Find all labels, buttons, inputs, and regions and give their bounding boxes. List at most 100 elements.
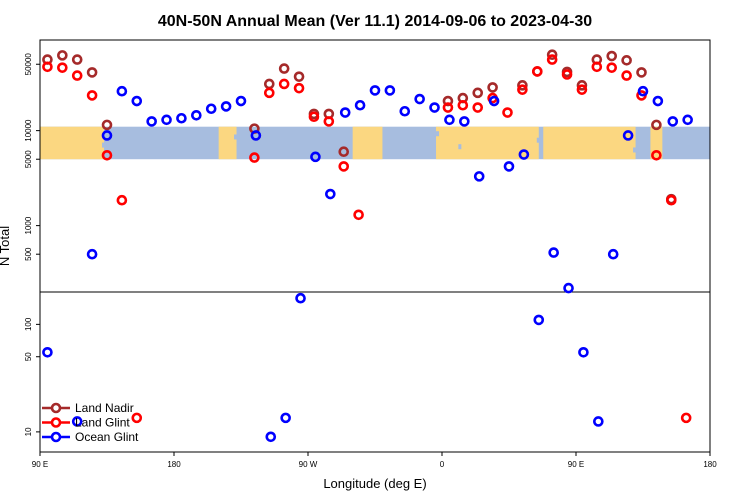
point-ocean-glint-8: [176, 112, 187, 124]
lower-y-tick-label-0: 10: [24, 427, 33, 436]
point-ocean-glint-37: [607, 248, 619, 260]
map-coast-4: [536, 137, 541, 143]
map-coast-5: [633, 147, 639, 153]
point-ocean-glint-28: [473, 171, 485, 182]
point-land-nadir-8: [293, 71, 305, 82]
point-land-glint-27: [621, 70, 632, 81]
point-ocean-glint-33: [548, 247, 559, 258]
point-land-glint-23: [561, 69, 573, 80]
point-ocean-glint-34: [563, 282, 574, 294]
point-land-nadir-2: [71, 54, 83, 65]
map-land-5: [650, 126, 663, 160]
point-ocean-glint-6: [146, 116, 157, 127]
point-land-glint-4: [101, 149, 113, 161]
point-ocean-glint-36: [593, 416, 604, 427]
point-land-glint-22: [546, 54, 558, 65]
point-land-glint-5: [116, 194, 128, 206]
point-ocean-glint-13: [250, 130, 262, 141]
point-ocean-glint-41: [667, 116, 679, 127]
x-axis-label: Longitude (deg E): [323, 476, 426, 491]
point-land-nadir-24: [636, 67, 647, 78]
point-ocean-glint-30: [503, 161, 515, 172]
point-ocean-glint-11: [220, 101, 232, 112]
x-tick-label-5: 180: [703, 460, 717, 469]
point-ocean-glint-21: [369, 85, 381, 96]
point-land-glint-12: [323, 116, 335, 127]
point-land-glint-6: [131, 412, 143, 424]
point-ocean-glint-31: [518, 149, 530, 160]
point-ocean-glint-10: [205, 103, 217, 115]
x-tick-label-3: 0: [440, 460, 445, 469]
point-land-glint-30: [665, 194, 677, 206]
x-tick-label-1: 180: [167, 460, 181, 469]
point-land-nadir-4: [101, 119, 113, 131]
upper-y-tick-label-1: 1000: [24, 216, 33, 234]
x-axis-ticks: 90 E 180 90 W 0 90 E 180: [32, 452, 717, 469]
series-ocean-glint: [42, 85, 693, 443]
data-points: [42, 49, 693, 443]
legend-marker-ocean-glint: [50, 431, 62, 443]
point-ocean-glint-22: [384, 85, 396, 96]
point-ocean-glint-38: [622, 130, 634, 141]
series-land-nadir: [42, 49, 677, 205]
map-coast-3: [458, 144, 462, 150]
point-ocean-glint-29: [488, 95, 500, 107]
legend-label-land-nadir: Land Nadir: [75, 401, 134, 415]
lower-y-tick-label-1: 50: [24, 352, 33, 361]
point-land-glint-3: [86, 90, 98, 101]
x-tick-label-4: 90 E: [568, 460, 584, 469]
world-map-strip: [40, 126, 710, 160]
point-land-glint-26: [606, 62, 618, 73]
point-land-nadir-11: [338, 146, 350, 158]
point-land-nadir-6: [263, 78, 275, 90]
point-ocean-glint-32: [533, 314, 545, 326]
legend-marker-land-glint: [50, 417, 62, 428]
point-land-glint-25: [591, 61, 603, 73]
point-land-glint-7: [249, 152, 260, 163]
point-ocean-glint-19: [339, 107, 351, 118]
point-ocean-glint-27: [459, 116, 470, 127]
x-tick-label-2: 90 W: [299, 460, 318, 469]
map-coast-0: [102, 142, 107, 148]
map-land-2: [352, 126, 383, 160]
point-ocean-glint-14: [265, 431, 277, 443]
legend-marker-land-nadir: [50, 402, 62, 414]
point-ocean-glint-9: [191, 110, 202, 121]
point-land-glint-20: [517, 84, 528, 95]
point-land-nadir-12: [442, 95, 454, 107]
point-ocean-glint-26: [444, 114, 455, 126]
point-ocean-glint-1: [71, 416, 83, 427]
upper-y-tick-label-4: 50000: [24, 53, 33, 76]
point-ocean-glint-42: [682, 114, 693, 126]
point-land-nadir-25: [651, 119, 662, 131]
point-ocean-glint-16: [295, 292, 306, 304]
legend-label-land-glint: Land Glint: [75, 416, 130, 430]
chart-title: 40N-50N Annual Mean (Ver 11.1) 2014-09-0…: [158, 13, 592, 30]
point-land-glint-9: [278, 78, 290, 90]
point-land-nadir-3: [86, 67, 98, 78]
point-land-glint-10: [293, 82, 305, 94]
x-tick-label-0: 90 E: [32, 460, 48, 469]
upper-y-tick-label-2: 5000: [24, 150, 33, 168]
point-ocean-glint-12: [235, 95, 247, 107]
point-land-nadir-1: [57, 50, 68, 61]
upper-y-tick-label-3: 10000: [24, 119, 33, 142]
map-land-3: [436, 126, 539, 160]
map-land-4: [543, 126, 636, 160]
series-land-glint: [42, 54, 692, 424]
point-ocean-glint-18: [325, 188, 336, 200]
point-land-nadir-16: [517, 80, 528, 91]
point-ocean-glint-40: [652, 95, 664, 107]
point-ocean-glint-5: [131, 95, 143, 107]
point-land-glint-17: [472, 102, 484, 113]
upper-y-axis-ticks: 500 1000 5000 10000 50000: [24, 53, 40, 261]
point-land-nadir-14: [472, 87, 484, 99]
point-land-glint-2: [71, 70, 83, 81]
point-land-nadir-22: [606, 50, 618, 62]
map-coast-1: [234, 134, 240, 140]
point-ocean-glint-39: [637, 85, 649, 97]
map-coast-2: [433, 131, 440, 137]
plot-panels: [39, 39, 711, 453]
